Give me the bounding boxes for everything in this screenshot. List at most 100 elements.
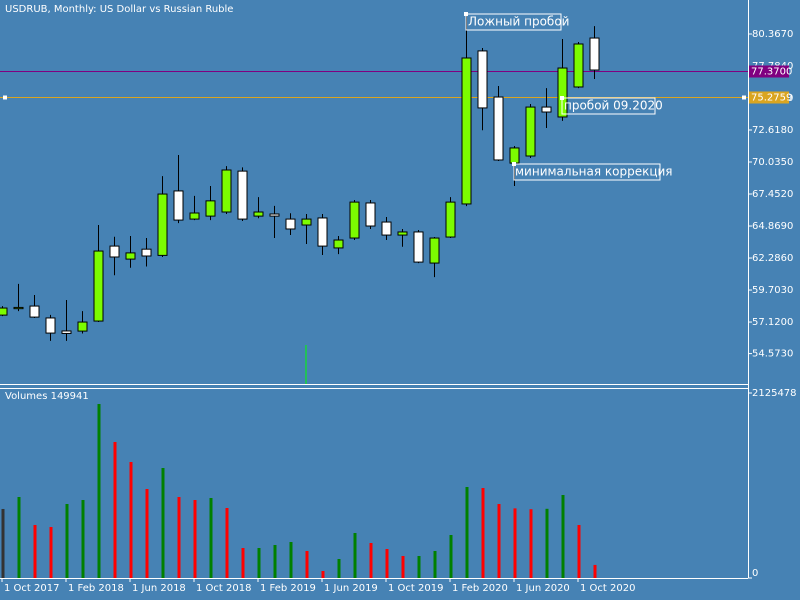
volume-bar [369,543,373,578]
annotations: Ложный пробой пробой 09.2020 минимальная… [464,12,673,181]
volume-bar [481,488,485,578]
candle-body [397,231,408,236]
x-tick-label: 1 Oct 2017 [4,583,59,594]
candle-body [61,330,72,334]
y-tick-label: 0 [752,568,758,579]
candle-body [45,317,56,334]
candle-body [173,190,184,221]
y-tick-label: 57.1200 [752,317,793,328]
candle-body [77,321,88,332]
volume-bar [113,442,117,578]
annotation-anchor [560,96,564,100]
volume-bar [161,467,165,578]
candle-body [589,37,600,71]
volume-bar [545,508,549,578]
y-tick-label: 80.3670 [752,29,793,40]
candle-body [557,67,568,118]
y-tick-label: 54.5730 [752,349,793,360]
volume-bar [529,509,533,578]
x-tick-label: 1 Jun 2018 [132,583,186,594]
volume-bar [433,551,437,578]
line-handle [3,95,7,100]
candle-body [317,217,328,247]
candle-body [477,50,488,109]
candle-body [461,57,472,205]
volume-bar [257,547,261,578]
volume-bar [177,497,181,578]
y-tick-label: 72.6180 [752,125,793,136]
annotation-box [561,97,656,115]
annotation: Ложный пробой [468,15,569,29]
annotation-anchor [512,162,516,166]
volume-bar [465,487,469,578]
volume-bar [497,503,501,578]
volume-bar [241,547,245,578]
volume-bar [449,535,453,578]
x-tick-label: 1 Jun 2020 [516,583,570,594]
y-tick-label: 62.2860 [752,253,793,264]
x-tick-label: 1 Feb 2019 [260,583,316,594]
candle-body [333,239,344,249]
annotation-box [465,13,562,31]
candle-body [237,170,248,220]
candle-body [509,147,520,164]
candle-body [109,245,120,258]
volume-bar [17,497,21,578]
candle-body [365,202,376,227]
candle-body [525,106,536,157]
volume-bar [273,545,277,578]
volume-bar [417,555,421,578]
volume-bar [209,498,213,578]
candle-body [301,218,312,226]
x-tick-label: 1 Jun 2019 [324,583,378,594]
volume-title: Volumes 149941 [5,391,89,402]
x-tick-label: 1 Oct 2018 [196,583,251,594]
candle-body [189,212,200,220]
volume-bar [401,555,405,578]
candle-body [349,201,360,239]
volume-bar [577,525,581,578]
y-tick-label: 64.8690 [752,221,793,232]
x-tick-label: 1 Feb 2018 [68,583,124,594]
annotation: пробой 09.2020 [564,99,663,113]
annotation: минимальная коррекция [515,165,673,179]
candle-body [157,193,168,256]
x-tick-label: 1 Oct 2019 [388,583,443,594]
candle-body [269,213,280,217]
candle-body [445,201,456,238]
y-tick-label: 67.4520 [752,189,793,200]
candle-body [141,248,152,257]
volume-bar [97,403,101,578]
volume-bar [305,551,309,578]
volume-bar [33,525,37,578]
y-tick-label: 70.0350 [752,157,793,168]
line-handle [742,95,746,100]
candle-body [253,211,264,217]
volume-bar [65,503,69,578]
volume-bar [1,508,5,578]
candle-body [93,250,104,322]
price-label-bg [749,91,789,104]
volume-bar [513,508,517,578]
candle-body [413,231,424,263]
annotation-box [513,163,661,181]
x-tick-label: 1 Oct 2020 [580,583,635,594]
x-tick-label: 1 Feb 2020 [452,583,508,594]
volume-bar [49,527,53,578]
volume-bar [337,558,341,578]
candle-body [381,221,392,236]
y-tick-label: 59.7030 [752,285,793,296]
volume-bar [145,489,149,578]
candle-body [13,306,24,310]
candle-body [221,169,232,213]
candle-body [493,96,504,161]
volume-bar [225,508,229,578]
volume-bar [385,548,389,578]
volume-bar [593,564,597,578]
y-tick-label: 2125478 [752,388,797,399]
volume-bar [353,533,357,578]
candle-body [429,237,440,264]
candle-body [541,106,552,113]
price-label: 75.2759 [751,93,792,104]
